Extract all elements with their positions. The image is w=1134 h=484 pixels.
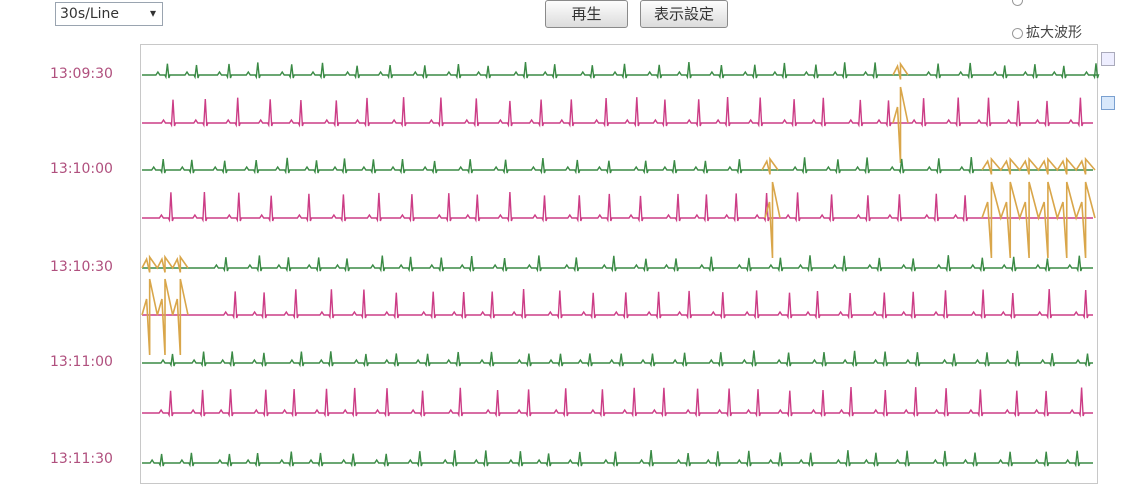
ecg-trace — [142, 97, 1093, 128]
time-label: 13:11:30 — [50, 451, 113, 467]
ecg-trace — [142, 450, 1093, 468]
scroll-thumb[interactable] — [1101, 96, 1115, 110]
scroll-button[interactable] — [1101, 52, 1115, 66]
time-label: 13:10:30 — [50, 259, 113, 275]
abnormal-beat — [761, 156, 779, 175]
ecg-trace — [142, 350, 1093, 368]
ecg-trace — [142, 288, 1093, 320]
abnormal-beat — [141, 278, 189, 356]
line-select[interactable]: 30s/Line — [55, 2, 163, 26]
ecg-trace — [142, 255, 1093, 273]
abnormal-beat — [892, 86, 909, 164]
display-settings-button[interactable]: 表示設定 — [640, 0, 728, 28]
radio-label: 拡大波形 — [1026, 25, 1082, 41]
ecg-trace — [142, 192, 1093, 223]
ecg-trace — [142, 387, 1093, 418]
time-label: 13:11:00 — [50, 354, 113, 370]
time-label: 13:09:30 — [50, 66, 113, 82]
radio-zoom[interactable]: 拡大波形 — [1012, 22, 1082, 42]
ecg-trace — [142, 61, 1100, 80]
ecg-trace — [142, 157, 1093, 175]
radio-circle — [1012, 27, 1023, 39]
play-button[interactable]: 再生 — [545, 0, 628, 28]
abnormal-beat — [764, 181, 781, 259]
abnormal-beat — [981, 181, 1096, 259]
abnormal-beat — [981, 156, 1096, 175]
abnormal-beat — [892, 61, 909, 80]
abnormal-beat — [141, 254, 189, 273]
time-label: 13:10:00 — [50, 161, 113, 177]
